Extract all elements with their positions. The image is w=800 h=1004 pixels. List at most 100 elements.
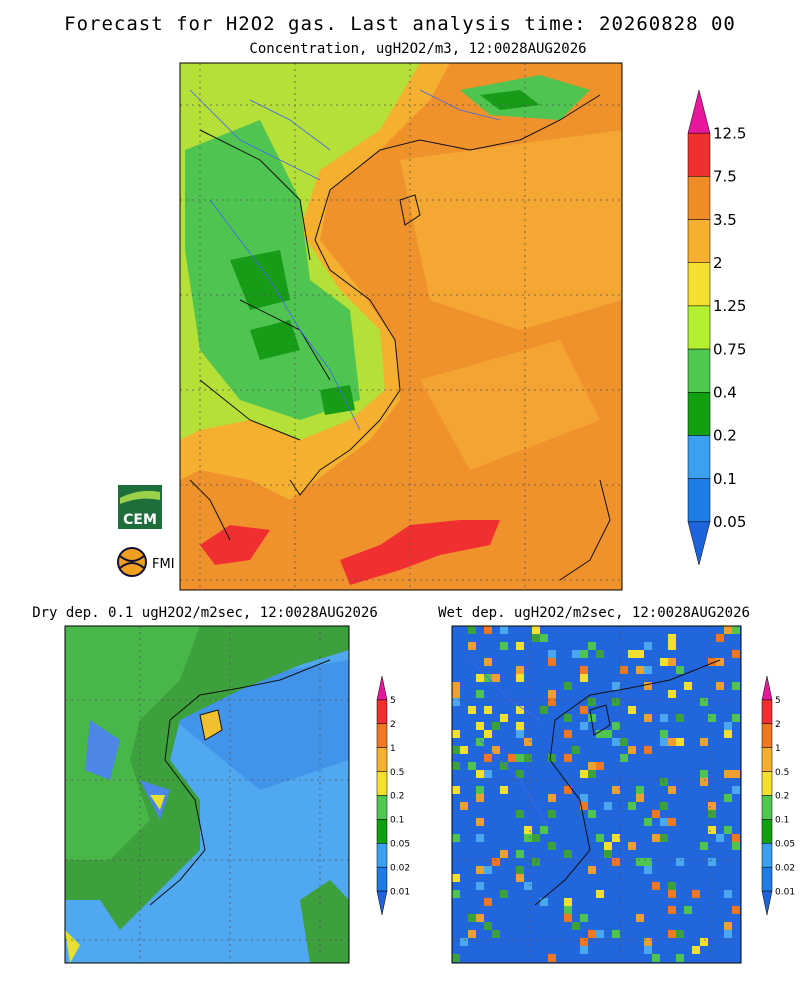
precip-cell: [540, 706, 548, 714]
precip-cell: [484, 922, 492, 930]
colorbar-segment: [761, 819, 773, 844]
precip-cell: [580, 946, 588, 954]
wet-map: [451, 625, 742, 964]
dry-title: Dry dep. 0.1 ugH2O2/m2sec, 12:0028AUG202…: [32, 605, 378, 621]
precip-cell: [492, 674, 500, 682]
precip-cell: [492, 746, 500, 754]
precip-cell: [452, 890, 460, 898]
precip-cell: [732, 842, 740, 850]
precip-cell: [492, 858, 500, 866]
precip-cell: [660, 714, 668, 722]
colorbar-segment: [687, 219, 711, 263]
precip-cell: [644, 642, 652, 650]
colorbar-label: 0.05: [775, 839, 795, 849]
precip-cell: [732, 906, 740, 914]
precip-cell: [580, 938, 588, 946]
main-colorbar: 12.5 7.5 3.5 2 1.25 0.75 0.4 0.2 0.1 0.05: [687, 89, 746, 566]
cem-label: CEM: [123, 512, 157, 528]
precip-cell: [476, 690, 484, 698]
precip-cell: [476, 770, 484, 778]
precip-cell: [540, 826, 548, 834]
precip-cell: [548, 754, 556, 762]
colorbar-segment: [376, 699, 388, 725]
precip-cell: [612, 738, 620, 746]
precip-cell: [700, 778, 708, 786]
precip-cell: [580, 706, 588, 714]
precip-cell: [452, 874, 460, 882]
precip-cell: [732, 682, 740, 690]
precip-cell: [636, 650, 644, 658]
precip-cell: [724, 890, 732, 898]
precip-cell: [724, 770, 732, 778]
colorbar-label: 1: [390, 744, 396, 754]
precip-cell: [516, 722, 524, 730]
precip-cell: [668, 786, 676, 794]
colorbar-segment: [376, 723, 388, 748]
precip-cell: [596, 762, 604, 770]
colorbar-label: 12.5: [713, 124, 746, 142]
precip-cell: [676, 714, 684, 722]
precip-cell: [564, 714, 572, 722]
colorbar-label: 2: [775, 720, 781, 730]
precip-cell: [652, 882, 660, 890]
precip-cell: [508, 754, 516, 762]
precip-cell: [628, 802, 636, 810]
precip-cell: [516, 674, 524, 682]
precip-cell: [684, 682, 692, 690]
colorbar-segment: [687, 392, 711, 436]
precip-cell: [676, 666, 684, 674]
colorbar-label: 0.5: [775, 768, 789, 778]
precip-cell: [732, 786, 740, 794]
precip-cell: [644, 746, 652, 754]
precip-cell: [620, 666, 628, 674]
precip-cell: [636, 786, 644, 794]
precip-cell: [524, 738, 532, 746]
wet-colorbar: 5 2 1 0.5 0.2 0.1 0.05 0.02 0.01: [761, 675, 795, 916]
precip-cell: [716, 682, 724, 690]
colorbar-segment: [761, 747, 773, 772]
precip-cell: [724, 730, 732, 738]
precip-cell: [516, 706, 524, 714]
colorbar-label: 0.02: [775, 863, 795, 873]
precip-cell: [644, 946, 652, 954]
precip-cell: [580, 914, 588, 922]
precip-cell: [660, 834, 668, 842]
precip-cell: [460, 746, 468, 754]
colorbar-segment: [687, 132, 711, 177]
colorbar-segment: [376, 747, 388, 772]
precip-cell: [476, 722, 484, 730]
precip-cell: [484, 754, 492, 762]
precip-cell: [476, 786, 484, 794]
precip-cell: [588, 714, 596, 722]
precip-cell: [516, 810, 524, 818]
colorbar-label: 0.05: [390, 839, 410, 849]
precip-cell: [596, 834, 604, 842]
precip-cell: [564, 850, 572, 858]
precip-cell: [580, 794, 588, 802]
precip-cell: [644, 858, 652, 866]
colorbar-label: 7.5: [713, 168, 737, 186]
precip-cell: [516, 754, 524, 762]
colorbar-segment: [376, 771, 388, 796]
precip-cell: [724, 930, 732, 938]
precip-cell: [700, 770, 708, 778]
colorbar-arrow-top: [687, 89, 711, 134]
precip-cell: [604, 802, 612, 810]
precip-cell: [612, 786, 620, 794]
main-subtitle: Concentration, ugH2O2/m3, 12:0028AUG2026: [249, 41, 586, 57]
precip-cell: [588, 930, 596, 938]
precip-cell: [700, 698, 708, 706]
precip-cell: [548, 690, 556, 698]
precip-cell: [684, 906, 692, 914]
precip-cell: [676, 738, 684, 746]
colorbar-label: 2: [390, 720, 396, 730]
precip-cell: [532, 834, 540, 842]
precip-cell: [468, 706, 476, 714]
precip-cell: [724, 922, 732, 930]
colorbar-arrow-bottom: [687, 521, 711, 566]
colorbar-segment: [761, 866, 773, 892]
precip-cell: [636, 794, 644, 802]
precip-cell: [548, 658, 556, 666]
colorbar-arrow-top: [761, 675, 773, 701]
precip-cell: [484, 658, 492, 666]
